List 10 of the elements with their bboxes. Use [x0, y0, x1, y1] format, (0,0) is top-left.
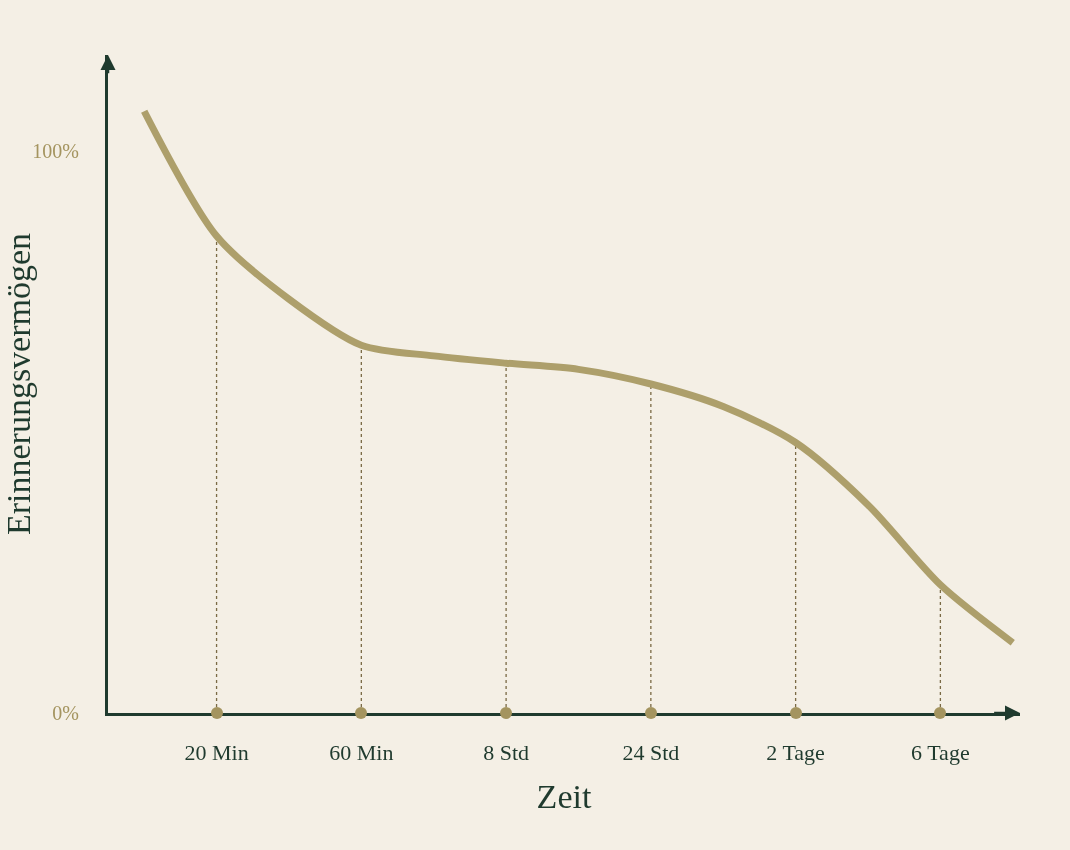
x-tick-label: 60 Min	[329, 740, 394, 766]
y-tick-label: 100%	[32, 139, 79, 162]
y-axis-title: Erinnerungsvermögen	[0, 232, 37, 536]
x-tick-label: 8 Std	[483, 740, 530, 766]
x-tick-label: 24 Std	[622, 740, 680, 766]
x-axis-title: Zeit	[536, 777, 592, 815]
x-tick-label: 6 Tage	[911, 740, 970, 766]
x-tick-label: 20 Min	[184, 740, 249, 766]
y-tick-label: 0%	[52, 702, 79, 724]
x-tick-label: 2 Tage	[766, 740, 825, 766]
